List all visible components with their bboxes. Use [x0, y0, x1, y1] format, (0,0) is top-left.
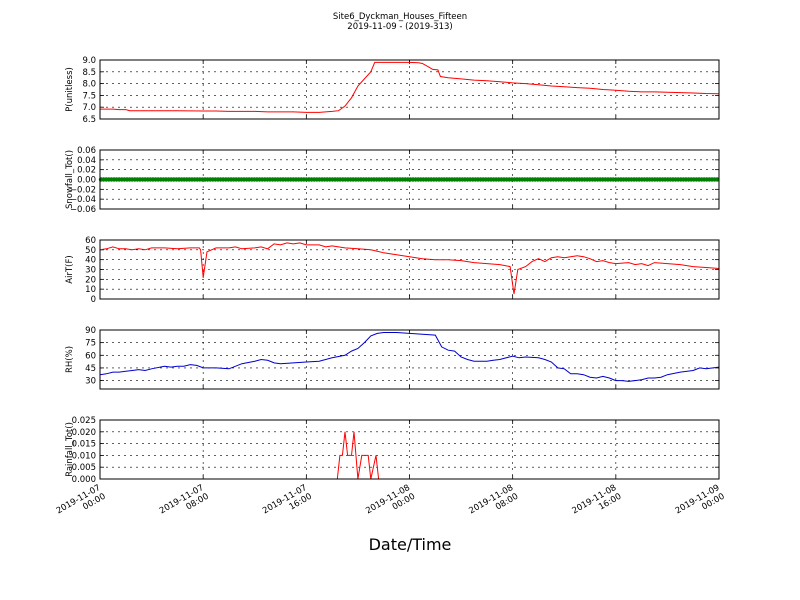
panel-frame — [99, 59, 720, 120]
panel-1: 6.5 7.0 7.58.0 8.5 9.0 P(unitless) — [65, 56, 720, 125]
x-tick-label: 2019-11-0716:00 — [261, 483, 314, 525]
y-tick-label: −0.04 — [70, 195, 96, 205]
y-tick-label: 8.5 — [82, 68, 96, 78]
panel-2: −0.06−0.04−0.020.000.020.040.06Snowfall_… — [65, 146, 720, 215]
y-tick-label: 0.010 — [72, 451, 96, 461]
panel-frame — [99, 329, 720, 390]
y-tick-label: 60 — [85, 236, 96, 246]
y-tick-label: 8.0 — [82, 80, 96, 90]
y-axis-label: P(unitless) — [65, 67, 75, 112]
y-axis-label: AirT(F) — [65, 255, 75, 283]
y-tick-label: 9.0 — [82, 56, 96, 66]
y-tick-label: 0.04 — [77, 156, 96, 166]
y-tick-label: 0.000 — [72, 475, 96, 485]
y-tick-label: 0.025 — [72, 416, 96, 426]
chart-subtitle: 2019-11-09 - (2019-313) — [347, 22, 452, 32]
y-tick-label: 45 — [85, 364, 96, 374]
y-tick-label: 0.015 — [72, 440, 96, 450]
y-tick-label: 30 — [85, 377, 96, 387]
y-tick-label: −0.02 — [70, 185, 96, 195]
y-tick-label: 40 — [85, 256, 96, 266]
y-tick-label: 75 — [85, 339, 96, 349]
chart-title: Site6_Dyckman_Houses_Fifteen — [333, 12, 467, 22]
y-tick-label: 7.0 — [82, 103, 96, 113]
panel-frame — [99, 419, 720, 480]
x-tick-labels: 2019-11-0700:00 2019-11-0708:00 2019-11-07… — [55, 483, 727, 525]
x-tick-label: 2019-11-0708:00 — [158, 483, 211, 525]
panel-frame — [99, 239, 720, 300]
x-tick-label: 2019-11-0816:00 — [571, 483, 624, 525]
y-tick-label: 60 — [85, 351, 96, 361]
x-tick-label: 2019-11-0700:00 — [55, 483, 108, 525]
y-tick-label: 90 — [85, 326, 96, 336]
y-axis-label: Snowfall_Tot() — [65, 150, 75, 209]
y-axis-label: RH(%) — [65, 346, 75, 373]
y-tick-label: 30 — [85, 266, 96, 276]
x-tick-label: 2019-11-0808:00 — [467, 483, 520, 525]
y-tick-label: 20 — [85, 275, 96, 285]
x-tick-label: 2019-11-0800:00 — [364, 483, 417, 525]
y-tick-label: 7.5 — [82, 91, 96, 101]
x-tick-label: 2019-11-0900:00 — [674, 483, 727, 525]
y-tick-label: −0.06 — [70, 205, 96, 215]
y-tick-label: 6.5 — [82, 115, 96, 125]
y-tick-label: 0.06 — [77, 146, 96, 156]
chart-panels: 6.5 7.0 7.58.0 8.5 9.0 P(unitless) −0.06−0.04−… — [65, 56, 720, 485]
series-line — [100, 431, 719, 479]
y-axis-label: Rainfall_Tot() — [65, 422, 75, 477]
y-tick-label: 0.00 — [77, 176, 96, 186]
y-tick-label: 0.020 — [72, 428, 96, 438]
series-line — [100, 61, 719, 113]
series-line — [100, 242, 719, 295]
panel-frame — [99, 149, 720, 210]
y-tick-label: 0.005 — [72, 463, 96, 473]
panel-4: 30 45 60 75 90 RH(%) — [65, 326, 720, 390]
x-axis-label: Date/Time — [369, 535, 452, 554]
series-line — [100, 332, 719, 382]
y-tick-label: 0.02 — [77, 166, 96, 176]
y-tick-label: 0 — [91, 295, 96, 305]
y-tick-label: 50 — [85, 246, 96, 256]
y-tick-label: 10 — [85, 285, 96, 295]
series-marker — [715, 177, 720, 182]
